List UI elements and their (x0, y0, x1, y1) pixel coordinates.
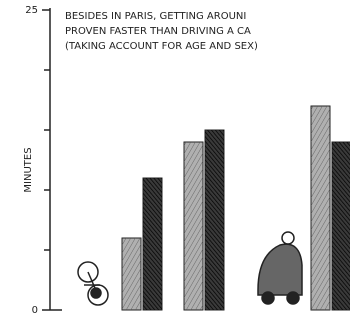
bar-hatch (311, 106, 330, 310)
bar-hatch (205, 130, 224, 310)
title-line: BESIDES IN PARIS, GETTING AROUNI (65, 11, 246, 22)
title-line: (TAKING ACCOUNT FOR AGE AND SEX) (65, 41, 258, 52)
bar-hatch (332, 142, 350, 310)
bar-hatch (184, 142, 203, 310)
car-icon (258, 232, 302, 304)
y-tick-label: 25 (25, 5, 38, 16)
bar-hatch (143, 178, 162, 310)
bar-hatch (122, 238, 141, 310)
y-axis-label: MINUTES (23, 147, 34, 192)
title-line: PROVEN FASTER THAN DRIVING A CA (65, 26, 251, 37)
chart: BESIDES IN PARIS, GETTING AROUNI PROVEN … (0, 0, 350, 318)
bike-icon (78, 262, 108, 305)
y-tick-label: 0 (32, 305, 38, 316)
